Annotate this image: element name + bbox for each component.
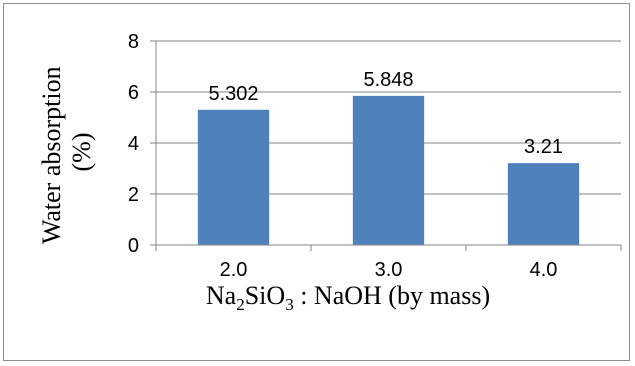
x-axis-title-part: Na [206,281,237,310]
data-labels: 5.302 5.848 3.21 [208,69,563,158]
y-axis-title-line1: Water absorption [37,66,66,244]
chart-frame: 0 2 4 6 8 2.0 3.0 4.0 5.302 5.848 3.21 Water abs… [3,3,630,361]
data-label: 5.848 [363,69,413,91]
y-axis-title: Water absorption (%) [37,60,96,244]
x-axis-title-subscript: 2 [236,295,245,314]
y-tick-label: 6 [128,82,139,104]
x-axis-title-part: : NaOH (by mass) [294,281,490,310]
data-label: 5.302 [208,83,258,105]
bar-chart: 0 2 4 6 8 2.0 3.0 4.0 5.302 5.848 3.21 Water abs… [37,31,622,314]
x-tick-labels: 2.0 3.0 4.0 [220,259,558,281]
y-tick-label: 0 [128,235,139,257]
y-tick-label: 8 [128,31,139,53]
x-axis-title-subscript: 3 [285,295,294,314]
bar [352,95,425,245]
x-tick-label: 3.0 [375,259,403,281]
bars [197,95,580,245]
x-tick-label: 4.0 [530,259,558,281]
bar [197,109,270,245]
data-label: 3.21 [524,136,563,158]
x-axis-title-part: SiO [245,281,285,310]
y-tick-label: 2 [128,184,139,206]
y-tick-labels: 0 2 4 6 8 [128,31,139,257]
axes [150,40,622,251]
x-tick-label: 2.0 [220,259,248,281]
bar [507,163,580,245]
y-axis-title-line2: (%) [67,133,96,172]
x-axis-title: Na2SiO3 : NaOH (by mass) [206,281,490,314]
y-tick-label: 4 [128,133,139,155]
